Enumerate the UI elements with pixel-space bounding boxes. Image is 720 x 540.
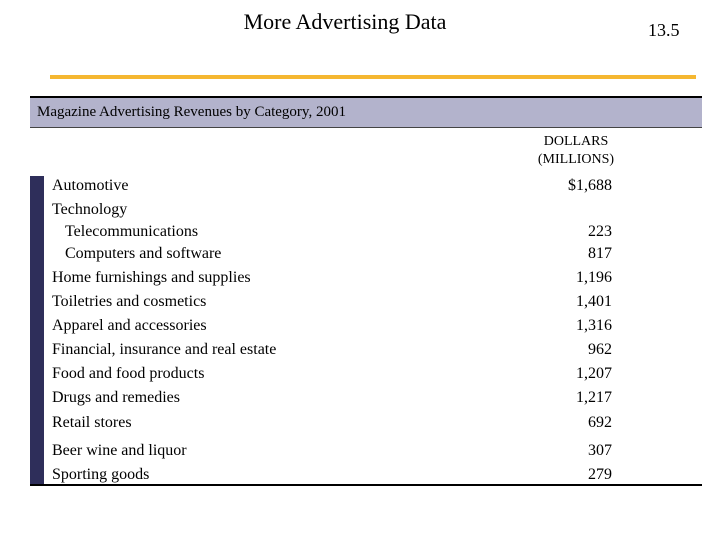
row-label: Food and food products xyxy=(52,365,205,382)
column-header: DOLLARS (MILLIONS) xyxy=(516,133,636,169)
row-value: 1,217 xyxy=(576,389,612,406)
table-left-stripe xyxy=(30,176,44,486)
row-value: 1,207 xyxy=(576,365,612,382)
slide-number: 13.5 xyxy=(648,20,680,40)
table-row: Automotive $1,688 xyxy=(52,177,612,201)
row-label: Beer wine and liquor xyxy=(52,442,187,459)
table-caption-bar: Magazine Advertising Revenues by Categor… xyxy=(30,96,702,128)
table-caption: Magazine Advertising Revenues by Categor… xyxy=(37,104,346,120)
table-row: Technology xyxy=(52,201,612,225)
row-label: Drugs and remedies xyxy=(52,389,180,406)
row-label: Computers and software xyxy=(65,245,222,262)
row-label: Home furnishings and supplies xyxy=(52,269,251,286)
table-row: Telecommunications 223 xyxy=(52,223,612,247)
row-value: 962 xyxy=(588,341,612,358)
row-value: $1,688 xyxy=(568,177,612,194)
table-row: Financial, insurance and real estate 962 xyxy=(52,341,612,365)
table-row: Beer wine and liquor 307 xyxy=(52,442,612,466)
row-value: 307 xyxy=(588,442,612,459)
table-row: Food and food products 1,207 xyxy=(52,365,612,389)
accent-rule xyxy=(50,75,696,79)
row-value: 279 xyxy=(588,466,612,483)
column-header-line2: (MILLIONS) xyxy=(537,152,615,167)
table-row: Drugs and remedies 1,217 xyxy=(52,389,612,413)
table-bottom-rule xyxy=(30,484,702,486)
table-row: Apparel and accessories 1,316 xyxy=(52,317,612,341)
row-label: Toiletries and cosmetics xyxy=(52,293,207,310)
row-label: Apparel and accessories xyxy=(52,317,207,334)
row-label: Automotive xyxy=(52,177,129,194)
row-label: Sporting goods xyxy=(52,466,150,483)
row-value: 692 xyxy=(588,414,612,431)
table-row: Computers and software 817 xyxy=(52,245,612,269)
table-row: Sporting goods 279 xyxy=(52,466,612,490)
row-value: 1,401 xyxy=(576,293,612,310)
column-header-line1: DOLLARS xyxy=(543,134,609,149)
row-label: Technology xyxy=(52,201,128,218)
slide-title: More Advertising Data xyxy=(243,9,447,34)
row-label: Financial, insurance and real estate xyxy=(52,341,277,358)
row-label: Telecommunications xyxy=(65,223,199,240)
row-value: 1,196 xyxy=(576,269,612,286)
table-row: Retail stores 692 xyxy=(52,414,612,438)
table-row: Home furnishings and supplies 1,196 xyxy=(52,269,612,293)
row-value: 1,316 xyxy=(576,317,612,334)
row-value: 817 xyxy=(588,245,612,262)
row-label: Retail stores xyxy=(52,414,132,431)
table-row: Toiletries and cosmetics 1,401 xyxy=(52,293,612,317)
row-value: 223 xyxy=(588,223,612,240)
